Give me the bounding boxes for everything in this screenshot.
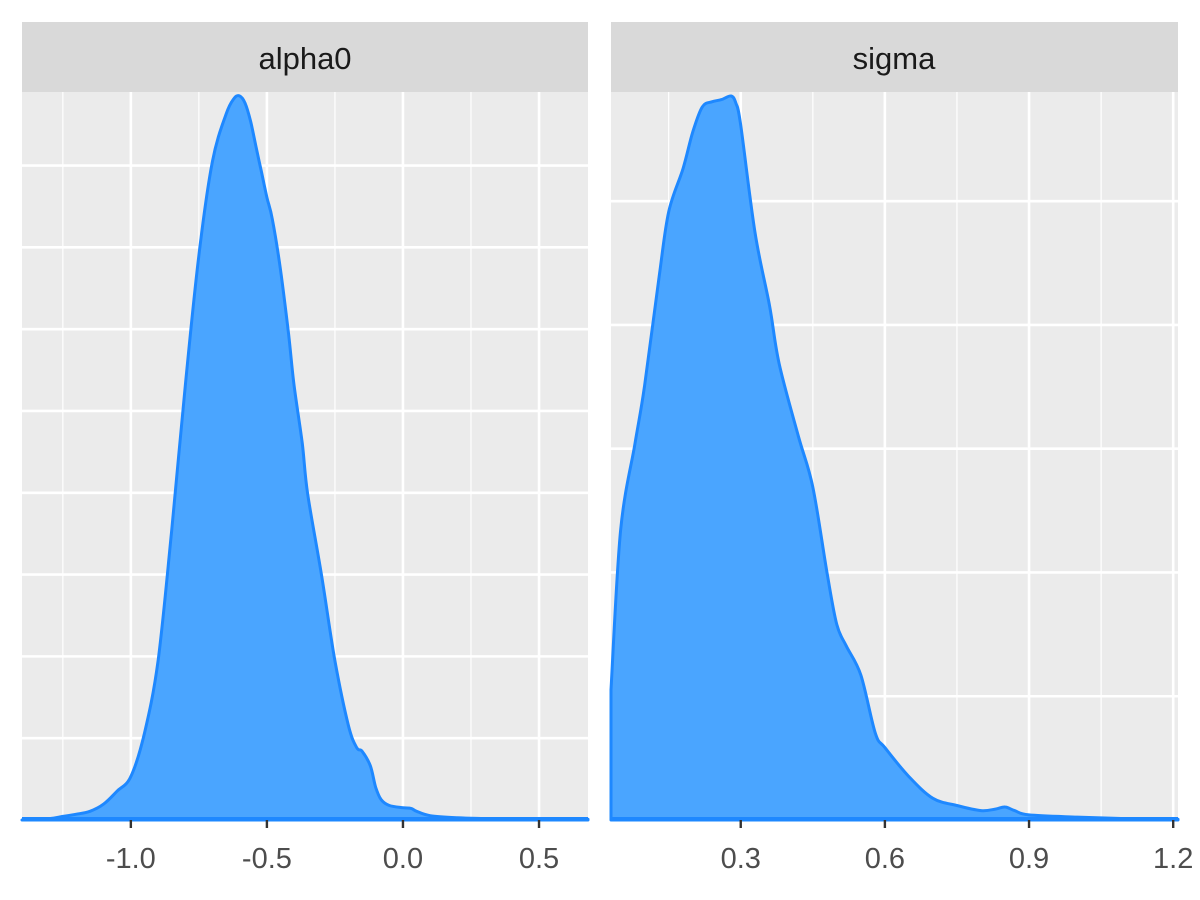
- x-tick: 0.0: [383, 820, 423, 875]
- strip-label-alpha0: alpha0: [258, 41, 351, 76]
- x-tick: 0.3: [721, 820, 761, 875]
- x-tick-label: -1.0: [106, 843, 156, 875]
- x-tick: 0.5: [519, 820, 559, 875]
- x-tick: -1.0: [106, 820, 156, 875]
- x-tick-label: 0.9: [1009, 843, 1049, 875]
- x-tick-label: 0.0: [383, 843, 423, 875]
- facet-panel-alpha0: alpha0 -1.0 -0.5 0.0 0.5: [20, 22, 590, 875]
- x-axis: -1.0 -0.5 0.0 0.5: [106, 820, 559, 875]
- x-tick-label: 0.5: [519, 843, 559, 875]
- x-tick-label: 0.3: [721, 843, 761, 875]
- density-area: [20, 94, 590, 822]
- density-area: [609, 94, 1180, 822]
- x-tick-label: 0.6: [865, 843, 905, 875]
- strip-label-sigma: sigma: [853, 41, 936, 76]
- strip-background: [611, 22, 1178, 92]
- x-tick-label: 1.2: [1153, 843, 1193, 875]
- x-tick: 0.6: [865, 820, 905, 875]
- strip-background: [22, 22, 588, 92]
- x-tick-label: -0.5: [242, 843, 292, 875]
- x-tick: 1.2: [1153, 820, 1193, 875]
- x-tick: -0.5: [242, 820, 292, 875]
- x-tick: 0.9: [1009, 820, 1049, 875]
- facet-panel-sigma: sigma 0.3 0.6 0.9 1.2: [609, 22, 1193, 875]
- x-axis: 0.3 0.6 0.9 1.2: [721, 820, 1193, 875]
